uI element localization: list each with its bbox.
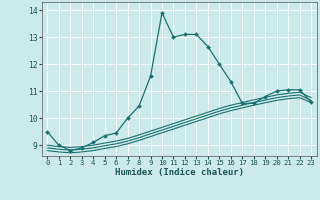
X-axis label: Humidex (Indice chaleur): Humidex (Indice chaleur) bbox=[115, 168, 244, 177]
